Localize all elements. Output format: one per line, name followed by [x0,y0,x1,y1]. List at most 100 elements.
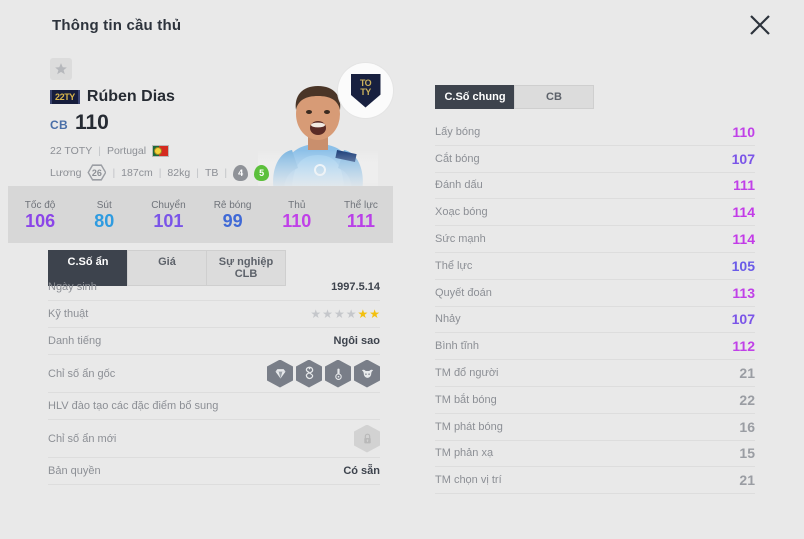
attribute-value: 110 [732,123,755,140]
player-rating-row: CB 110 [50,112,109,133]
detail-row-label: Chỉ số ẩn mới [48,432,117,445]
attribute-row: Cắt bóng 107 [435,146,755,173]
page-title: Thông tin cầu thủ [52,17,182,34]
attribute-row: Đánh dấu 111 [435,173,755,200]
attribute-label: Bình tĩnh [435,340,480,353]
attribute-row: Lấy bóng 110 [435,119,755,146]
meta-separator: | [112,166,116,179]
star-icon: ★ [345,307,357,321]
summary-stat-label: Sút [96,199,112,211]
right-column: C.Số chung CB Lấy bóng 110 Cắt bóng 107 Đánh … [420,52,804,539]
detail-row-value: 1997.5.14 [331,281,380,293]
star-icon: ★ [369,307,380,321]
attribute-value: 22 [739,391,755,408]
crest-text-bottom: TY [360,86,371,97]
attribute-label: TM phản xạ [435,447,494,460]
attribute-row: Quyết đoán 113 [435,280,755,307]
summary-stat: Thể lực 111 [329,200,393,230]
attribute-value: 111 [733,177,755,194]
attribute-value: 16 [739,418,755,435]
attribute-value: 113 [732,284,755,301]
detail-row-value: Ngôi sao [333,335,380,347]
attribute-row: Bình tĩnh 112 [435,333,755,361]
toty-badge: 22TY [50,90,80,104]
attribute-value: 21 [739,365,755,382]
attribute-value: 107 [731,311,755,328]
wage-hex-icon: 26 [87,164,106,181]
snake-icon[interactable] [296,359,322,388]
meta-separator: | [224,166,228,179]
detail-row: Kỹ thuật ★ ★ ★ ★ ★ ★ [48,301,380,328]
attribute-value: 21 [739,472,755,489]
trait-icons [267,359,380,388]
summary-stat-value: 111 [346,210,375,231]
attribute-label: Sức mạnh [435,233,486,246]
attribute-list: Lấy bóng 110 Cắt bóng 107 Đánh dấu 111 Xoạc bó… [435,119,755,495]
close-icon[interactable] [746,11,774,39]
player-meta-line-2: Lương 26 | 187cm | 82kg | TB | 4 5 [50,164,270,181]
left-tab-bar: C.Số ẩn Giá Sự nghiệp CLB [48,250,286,286]
summary-stat: Rê bóng 99 [201,200,265,230]
attribute-row: TM bắt bóng 22 [435,387,755,414]
attribute-label: TM đổ người [435,367,499,380]
summary-stat-value: 99 [222,210,243,231]
attribute-label: Quyết đoán [435,286,492,299]
detail-row: Danh tiếng Ngôi sao [48,328,380,355]
summary-stat-label: Chuyển [151,199,186,211]
detail-row: Bản quyền Có sẵn [48,458,380,485]
meta-wage-label: Lương [50,166,82,179]
trophy-icon[interactable] [325,359,351,388]
meta-height: 187cm [121,166,153,179]
attribute-value: 15 [739,445,755,462]
attribute-value: 114 [732,231,755,248]
tab-right-1[interactable]: CB [514,85,594,109]
player-meta-line-1: 22 TOTY | Portugal [50,145,170,157]
tab-right-0[interactable]: C.Số chung [435,85,515,109]
star-icon: ★ [310,307,322,321]
attribute-row: Sức mạnh 114 [435,226,755,253]
summary-stat-value: 80 [94,210,115,231]
player-name: Rúben Dias [86,88,175,105]
summary-stat-value: 106 [25,210,56,231]
meta-separator: | [158,166,162,179]
detail-row-label: Danh tiếng [48,335,102,347]
tab-left-0[interactable]: C.Số ẩn [48,250,128,286]
dialog-header: Thông tin cầu thủ [0,0,804,52]
attribute-label: Nhảy [435,313,461,326]
tab-left-1[interactable]: Giá [127,250,207,286]
skill-moves-badge: 5 [254,164,270,181]
favorite-star-icon[interactable] [50,58,72,80]
meta-nation: Portugal [106,145,147,157]
meta-toty: 22 TOTY [50,145,93,157]
attribute-label: TM chọn vị trí [435,474,502,487]
meta-separator: | [196,166,199,179]
detail-row-value: Có sẵn [343,465,380,477]
club-crest-icon: TO TY [338,63,393,118]
detail-row: HLV đào tạo các đặc điểm bổ sung [48,393,380,420]
attribute-label: Lấy bóng [435,125,481,138]
tab-left-2[interactable]: Sự nghiệp CLB [206,250,286,286]
right-tab-bar: C.Số chung CB [435,85,594,109]
attribute-row: Xoạc bóng 114 [435,199,755,227]
summary-stat-value: 101 [153,210,184,231]
crest-text-top: TO [359,77,372,88]
diamond-icon[interactable] [267,359,293,388]
star-icon: ★ [357,307,369,321]
summary-stats-bar: Tốc độ 106 Sút 80 Chuyển 101 Rê bóng 99 Thủ 110 Th… [8,186,393,243]
attribute-label: TM bắt bóng [435,393,497,406]
bull-icon[interactable] [354,359,380,388]
meta-body-type: TB [204,166,219,179]
detail-row-label: Ngày sinh [48,281,97,293]
left-detail-rows: Ngày sinh 1997.5.14 Kỹ thuật ★ ★ ★ ★ ★ ★ Danh tiế… [48,274,380,485]
attribute-value: 105 [731,257,755,274]
summary-stat-label: Thủ [288,199,306,211]
meta-weight: 82kg [167,166,191,179]
portugal-flag-icon [152,145,170,157]
summary-stat-label: Rê bóng [213,199,252,211]
position-badge: CB [50,118,68,132]
lock-icon[interactable] [354,424,380,453]
attribute-label: Cắt bóng [435,152,480,165]
summary-stat: Sút 80 [72,200,136,230]
attribute-value: 114 [732,204,755,221]
attribute-row: Thể lực 105 [435,253,755,280]
